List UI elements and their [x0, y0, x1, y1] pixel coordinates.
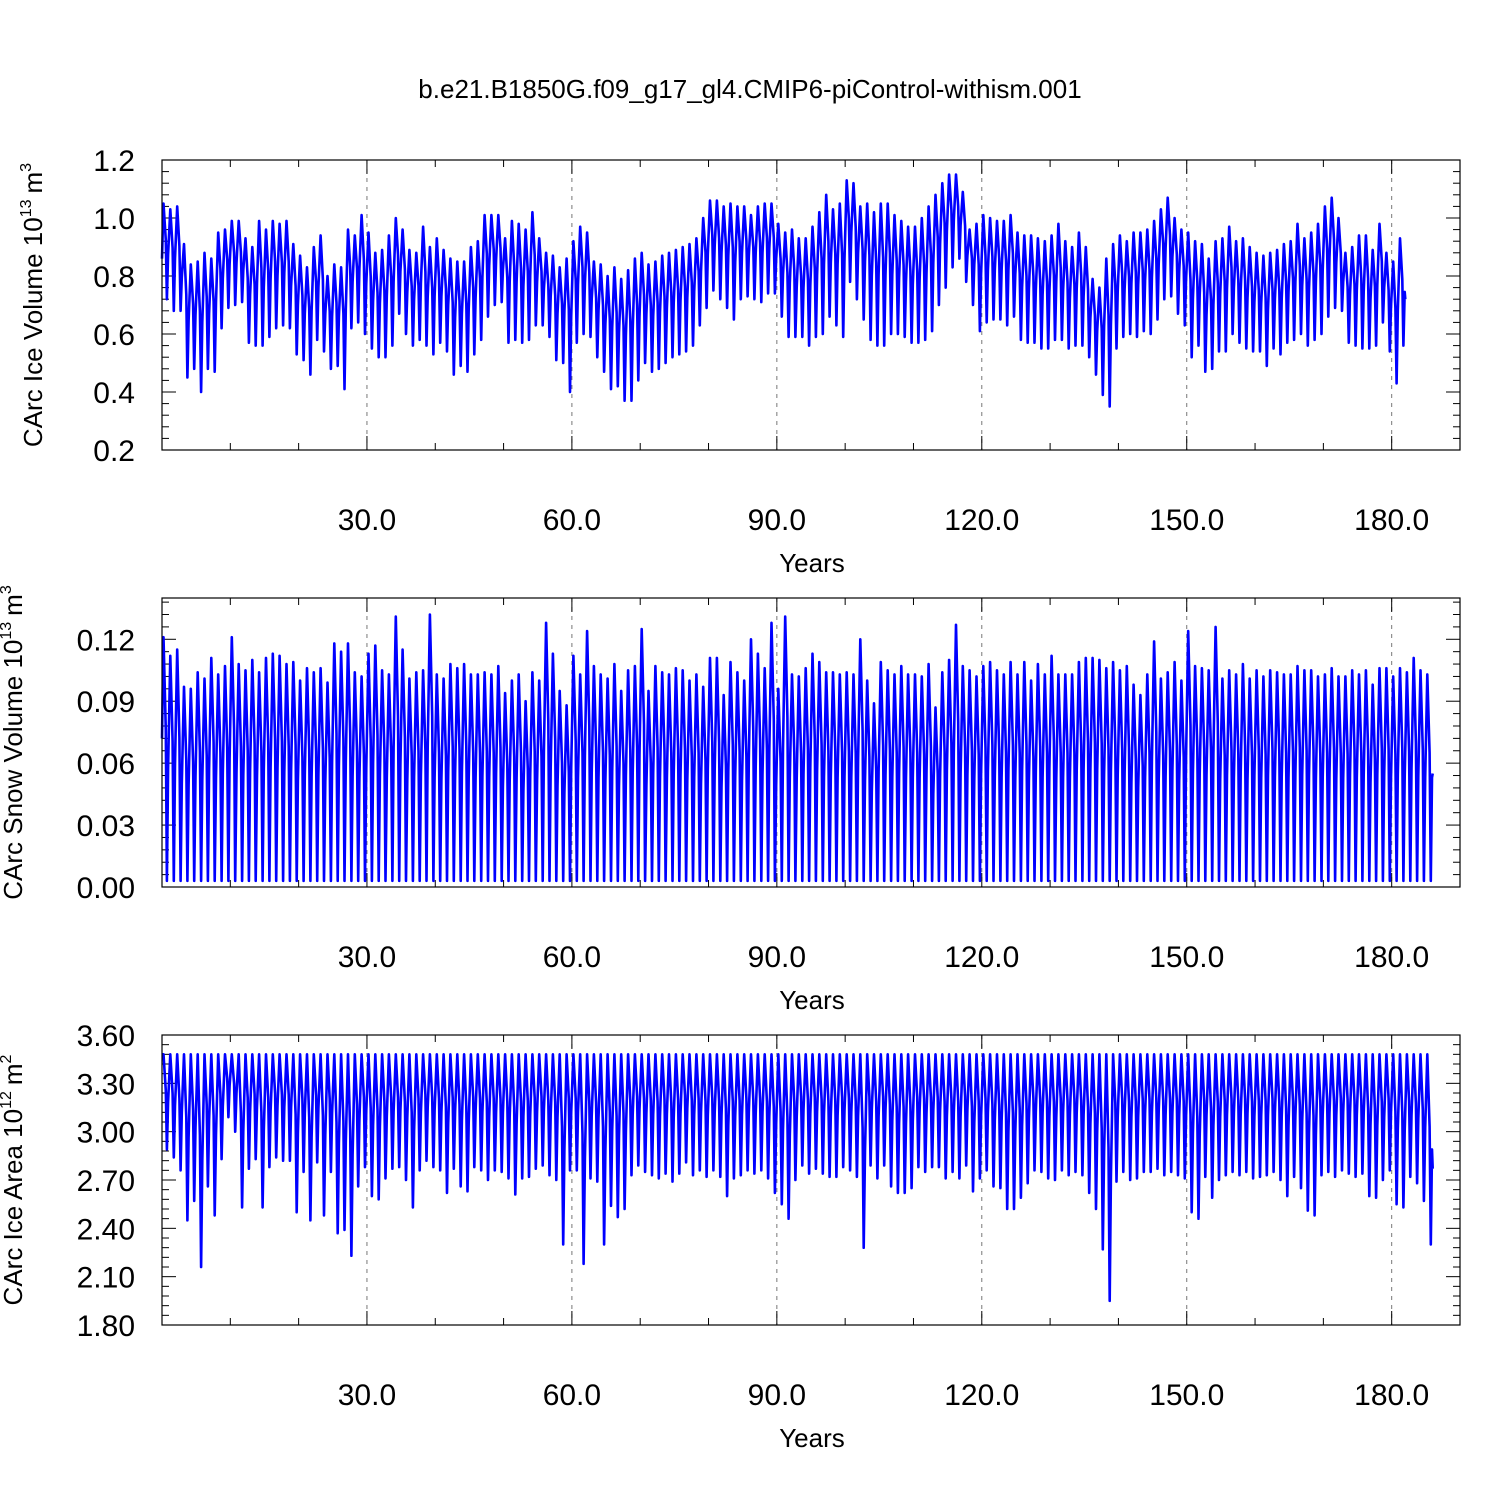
snow-volume-panel: 30.0 60.0 90.0 120.0 150.0 180.0 0.00 0.03 0.06 0…: [0, 585, 1461, 1015]
x-tick-label: 120.0: [944, 941, 1019, 974]
y-tick-label: 2.40: [77, 1213, 135, 1246]
snow-volume-line: [160, 613, 1434, 883]
y-tick-label: 0.2: [93, 435, 135, 468]
x-tick-label: 180.0: [1354, 1379, 1429, 1412]
figure-title: b.e21.B1850G.f09_g17_gl4.CMIP6-piControl…: [418, 74, 1081, 104]
x-tick-label: 60.0: [543, 1379, 601, 1412]
x-tick-label: 30.0: [338, 1379, 396, 1412]
x-tick-label: 60.0: [543, 504, 601, 537]
y-axis-label-unit-exponent: 3: [0, 585, 15, 594]
x-tick-label: 150.0: [1149, 941, 1224, 974]
y-axis-label-unit-exponent: 3: [18, 163, 35, 172]
x-tick-label: 120.0: [944, 1379, 1019, 1412]
y-tick-label: 1.80: [77, 1310, 135, 1343]
ice-area-panel: 30.0 60.0 90.0 120.0 150.0 180.0 1.80 2.10 2.40 2…: [0, 1020, 1461, 1453]
y-tick-label: 3.30: [77, 1068, 135, 1101]
y-tick-label: 2.70: [77, 1165, 135, 1198]
x-tick-label: 150.0: [1149, 504, 1224, 537]
ice-area-line: [162, 1053, 1434, 1303]
x-tick-label: 180.0: [1354, 504, 1429, 537]
y-axis-label-exponent: 13: [0, 622, 15, 640]
x-tick-label: 60.0: [543, 941, 601, 974]
y-axis-label-text: CArc Ice Area 10: [0, 1109, 28, 1306]
y-axis-label: CArc Ice Area 1012 m2: [0, 1054, 28, 1305]
x-tick-label: 90.0: [748, 1379, 806, 1412]
y-axis-label-unit: m: [18, 172, 48, 194]
y-tick-label: 0.03: [77, 810, 135, 843]
x-tick-label: 120.0: [944, 504, 1019, 537]
x-tick-label: 90.0: [748, 941, 806, 974]
y-tick-label: 0.4: [93, 377, 135, 410]
y-tick-label: 3.00: [77, 1117, 135, 1150]
y-axis-label-unit-exponent: 2: [0, 1054, 15, 1063]
y-tick-label: 0.00: [77, 872, 135, 905]
x-tick-label: 150.0: [1149, 1379, 1224, 1412]
y-axis-label-unit: m: [0, 1063, 28, 1085]
y-axis-label-unit: m: [0, 594, 28, 616]
x-tick-label: 30.0: [338, 504, 396, 537]
y-tick-label: 0.6: [93, 319, 135, 352]
plot-frame: [161, 597, 1461, 888]
y-tick-label: 1.0: [93, 203, 135, 236]
y-tick-label: 3.60: [77, 1020, 135, 1053]
y-tick-label: 1.2: [93, 145, 135, 178]
y-tick-label: 0.8: [93, 261, 135, 294]
y-tick-label: 0.06: [77, 748, 135, 781]
plot-frame: [161, 1034, 1461, 1326]
y-axis-label: CArc Ice Volume 1013 m3: [18, 163, 48, 447]
x-axis-label: Years: [779, 985, 845, 1015]
y-tick-label: 0.12: [77, 624, 135, 657]
y-axis-label-exponent: 12: [0, 1091, 15, 1109]
y-tick-label: 0.09: [77, 686, 135, 719]
y-axis-label: CArc Snow Volume 1013 m3: [0, 585, 28, 900]
y-tick-label: 2.10: [77, 1262, 135, 1295]
x-axis-label: Years: [779, 1423, 845, 1453]
y-axis-label-exponent: 13: [18, 199, 35, 217]
x-tick-label: 180.0: [1354, 941, 1429, 974]
x-tick-label: 90.0: [748, 504, 806, 537]
y-axis-label-text: CArc Snow Volume 10: [0, 640, 28, 900]
ice-volume-line: [160, 173, 1407, 408]
ice-volume-panel: 30.0 60.0 90.0 120.0 150.0 180.0 0.2 0.4 0.6 0.8 1…: [18, 145, 1461, 578]
plot-frame: [161, 159, 1461, 451]
x-tick-label: 30.0: [338, 941, 396, 974]
y-axis-label-text: CArc Ice Volume 10: [18, 217, 48, 447]
x-axis-label: Years: [779, 548, 845, 578]
